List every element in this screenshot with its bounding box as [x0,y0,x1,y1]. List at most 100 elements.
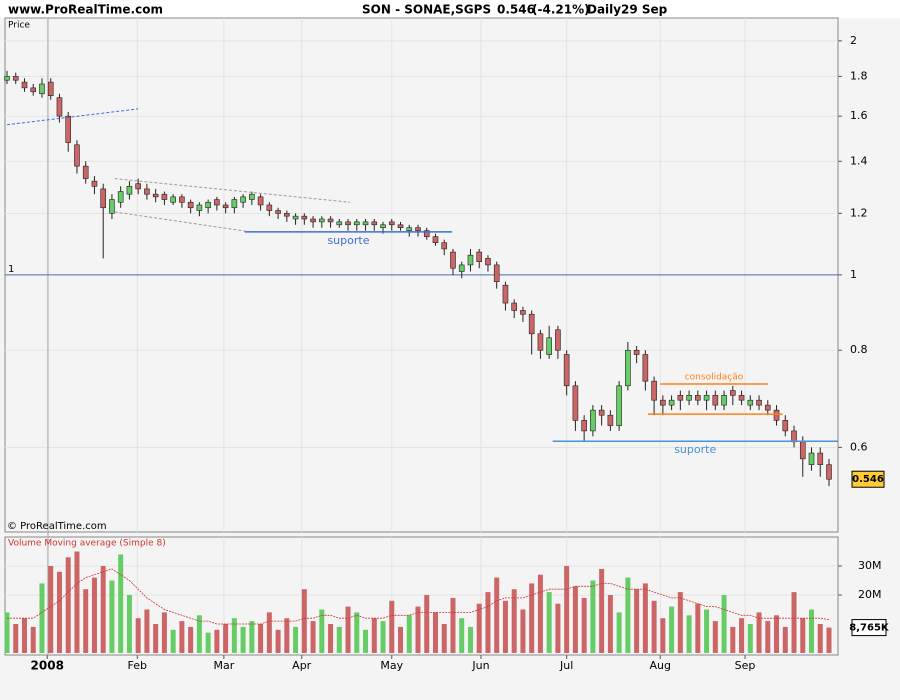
candle-body [502,284,509,304]
period: Daily [587,3,621,17]
volume-bar [634,589,640,653]
candle-body [109,199,115,214]
candle-body [266,204,273,211]
volume-bar [721,595,727,653]
candle-body [240,196,246,203]
y-tick-label: 0.6 [850,440,868,453]
candle-body [668,399,675,406]
volume-bar [389,600,395,653]
last-price: 0.546 [497,3,535,17]
volume-bar [126,595,132,653]
candle-body [773,409,780,421]
volume-bar [826,627,832,653]
candle-body [493,264,500,283]
x-tick-label: Feb [128,659,147,672]
candle-body [423,230,430,237]
candle-body [170,196,176,203]
volume-bar [599,568,605,653]
y-tick-label: 1.2 [850,206,868,219]
volume-bar [537,574,543,653]
candle-body [625,349,631,387]
candle-body [319,218,325,223]
volume-bar [328,624,334,653]
volume-bar [196,615,202,653]
candle-body [677,395,684,401]
volume-bar [91,577,97,653]
volume-bar [345,606,351,653]
candle-body [791,430,797,443]
volume-bar [223,624,229,653]
header-bar [0,0,900,18]
candle-body [56,97,63,117]
volume-bar [555,603,561,653]
annotation-line [6,108,139,126]
x-tick-label: Jul [559,659,573,672]
volume-bar [529,583,535,653]
last-volume-label: 8,765K [849,623,890,634]
candle-body [633,349,640,355]
candle-body [74,144,80,167]
volume-bar [730,626,736,653]
annotation-label: suporte [327,234,369,247]
candle-body [362,221,369,226]
candle-body [738,395,745,401]
candle-body [292,215,299,220]
candle-body [152,193,159,198]
volume-bar [494,577,500,653]
volume-bar [502,600,508,653]
volume-bar [695,603,701,653]
volume-bar [546,592,552,653]
candle-body [397,224,404,229]
candle-body [590,409,596,432]
candle-body [616,385,622,426]
volume-bar [774,615,780,653]
volume-bar [765,621,771,653]
candle-body [817,452,824,466]
candle-body [380,224,386,229]
volume-bar [572,586,578,653]
last-price-box [851,470,885,488]
candle-body [808,452,815,466]
volume-bar [109,580,115,653]
candle-body [511,302,517,311]
candle-body [100,188,106,209]
volume-bar [275,629,281,653]
volume-bar [249,621,255,653]
x-tick-label: 2008 [31,659,64,673]
candle-body [144,188,150,195]
candle-body [528,313,535,335]
candle-body [660,399,666,406]
volume-bar [432,612,438,653]
volume-bar [118,554,124,653]
volume-bar [214,629,220,653]
x-tick-label: Aug [649,659,670,672]
candle-body [371,221,378,226]
volume-bar [100,566,106,653]
candle-body [450,251,456,269]
candle-body [555,329,561,351]
candle-body [441,242,448,250]
volume-bar [266,612,272,653]
volume-bar [354,612,360,653]
candle-body [249,193,255,200]
volume-bar [450,597,456,653]
candle-body [117,191,124,203]
candle-body [406,227,413,231]
volume-bar [625,577,631,653]
volume-bar [135,618,141,653]
x-tick-label: May [380,659,403,672]
change: (-4.21%) [532,3,590,17]
candle-body [712,395,719,406]
annotation-line [114,178,350,203]
candle-body [703,395,710,401]
x-tick-label: Mar [213,659,234,672]
candle-body [458,264,465,272]
volume-bar [712,621,718,653]
candle-body [353,221,360,226]
candle-body [30,87,37,93]
volume-bar [485,592,491,653]
volume-bar [293,626,299,653]
y-axis-label: Price [8,21,30,31]
candle-body [467,254,474,266]
